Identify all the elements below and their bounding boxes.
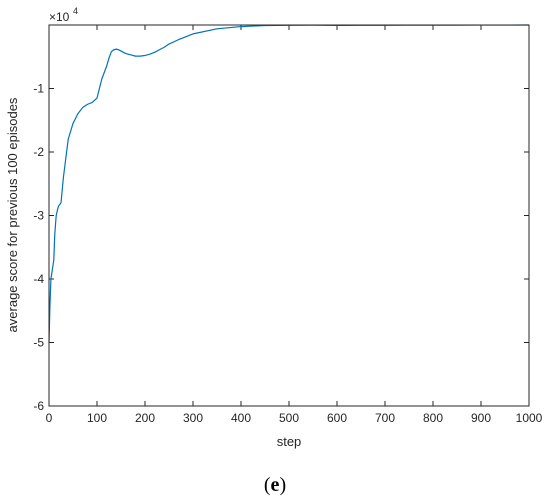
y-axis-label: average score for previous 100 episodes bbox=[5, 97, 20, 332]
x-tick-label: 300 bbox=[183, 411, 203, 425]
x-axis-label: step bbox=[277, 434, 302, 449]
x-tick-label: 900 bbox=[471, 411, 491, 425]
y-tick-label: -1 bbox=[33, 82, 44, 96]
x-tick-label: 1000 bbox=[516, 411, 543, 425]
tick-label-group: 0 100 200 300 400 500 600 700 800 900 1000 -6 -5 -4 -3… bbox=[33, 82, 542, 426]
y-tick-label: -2 bbox=[33, 145, 44, 159]
x-tick-label: 0 bbox=[46, 411, 53, 425]
x-tick-label: 700 bbox=[375, 411, 395, 425]
plot-area bbox=[49, 25, 529, 406]
caption-letter: e bbox=[270, 474, 280, 496]
x-tick-label: 500 bbox=[279, 411, 299, 425]
y-exponent-power: 4 bbox=[73, 6, 78, 16]
caption-open: ( bbox=[263, 474, 271, 496]
x-tick-label: 600 bbox=[327, 411, 347, 425]
y-exponent-base: ×10 bbox=[49, 10, 70, 24]
y-tick-label: -3 bbox=[33, 209, 44, 223]
plot-border bbox=[48, 24, 530, 407]
y-tick-label: -4 bbox=[33, 272, 44, 286]
x-tick-label: 200 bbox=[135, 411, 155, 425]
figure-caption: (e) bbox=[0, 474, 550, 497]
x-tick-label: 100 bbox=[87, 411, 107, 425]
y-tick-label: -5 bbox=[33, 336, 44, 350]
x-tick-label: 800 bbox=[423, 411, 443, 425]
caption-close: ) bbox=[279, 474, 287, 496]
x-tick-label: 400 bbox=[231, 411, 251, 425]
y-tick-label: -6 bbox=[33, 399, 44, 413]
